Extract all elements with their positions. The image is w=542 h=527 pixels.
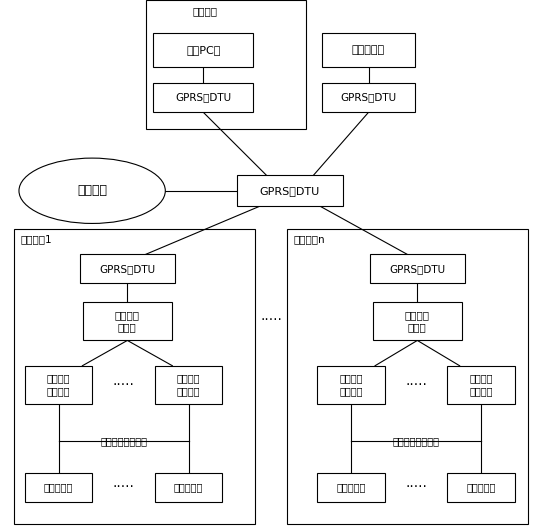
- FancyBboxPatch shape: [370, 255, 464, 284]
- Text: 双功能挡板: 双功能挡板: [337, 483, 366, 492]
- Text: 电力场所n: 电力场所n: [294, 235, 325, 245]
- Text: ·····: ·····: [260, 313, 282, 327]
- Text: 监控中心: 监控中心: [192, 6, 217, 16]
- Text: 终端PC机: 终端PC机: [186, 45, 221, 55]
- FancyBboxPatch shape: [80, 255, 175, 284]
- FancyBboxPatch shape: [448, 366, 515, 404]
- FancyBboxPatch shape: [24, 366, 92, 404]
- FancyBboxPatch shape: [322, 33, 415, 67]
- Text: GPRS－DTU: GPRS－DTU: [389, 264, 446, 274]
- FancyBboxPatch shape: [373, 302, 462, 340]
- Text: 串口光纤
集线器: 串口光纤 集线器: [405, 310, 430, 333]
- Text: GPRS－DTU: GPRS－DTU: [340, 93, 397, 102]
- Text: GPRS－DTU: GPRS－DTU: [175, 93, 231, 102]
- Text: ·····: ·····: [113, 378, 134, 392]
- Text: 泛在物联
网光端机: 泛在物联 网光端机: [47, 374, 70, 396]
- Text: 泛在物联
网光端机: 泛在物联 网光端机: [469, 374, 493, 396]
- FancyBboxPatch shape: [153, 83, 253, 112]
- Text: 电气与开关量接口: 电气与开关量接口: [100, 436, 147, 446]
- Text: 双功能挡板: 双功能挡板: [174, 483, 203, 492]
- FancyBboxPatch shape: [24, 473, 92, 502]
- Text: ·····: ·····: [405, 378, 427, 392]
- FancyBboxPatch shape: [153, 33, 253, 67]
- FancyBboxPatch shape: [82, 302, 172, 340]
- Ellipse shape: [19, 158, 165, 223]
- Text: 云服务器: 云服务器: [77, 184, 107, 197]
- FancyBboxPatch shape: [448, 473, 515, 502]
- Text: ·····: ·····: [405, 481, 427, 494]
- Text: 电力场所1: 电力场所1: [21, 235, 52, 245]
- FancyBboxPatch shape: [155, 473, 222, 502]
- FancyBboxPatch shape: [155, 366, 222, 404]
- FancyBboxPatch shape: [318, 366, 385, 404]
- Text: 泛在物联
网光端机: 泛在物联 网光端机: [177, 374, 201, 396]
- Text: GPRS－DTU: GPRS－DTU: [260, 186, 320, 196]
- Text: 双功能挡板: 双功能挡板: [44, 483, 73, 492]
- Text: GPRS－DTU: GPRS－DTU: [99, 264, 156, 274]
- FancyBboxPatch shape: [322, 83, 415, 112]
- Text: 移动手机端: 移动手机端: [352, 45, 385, 55]
- Text: 串口光纤
集线器: 串口光纤 集线器: [115, 310, 140, 333]
- Text: 双功能挡板: 双功能挡板: [467, 483, 496, 492]
- FancyBboxPatch shape: [318, 473, 385, 502]
- Text: ·····: ·····: [113, 481, 134, 494]
- Text: 泛在物联
网光端机: 泛在物联 网光端机: [339, 374, 363, 396]
- FancyBboxPatch shape: [237, 175, 343, 206]
- Text: 电气与开关量接口: 电气与开关量接口: [393, 436, 440, 446]
